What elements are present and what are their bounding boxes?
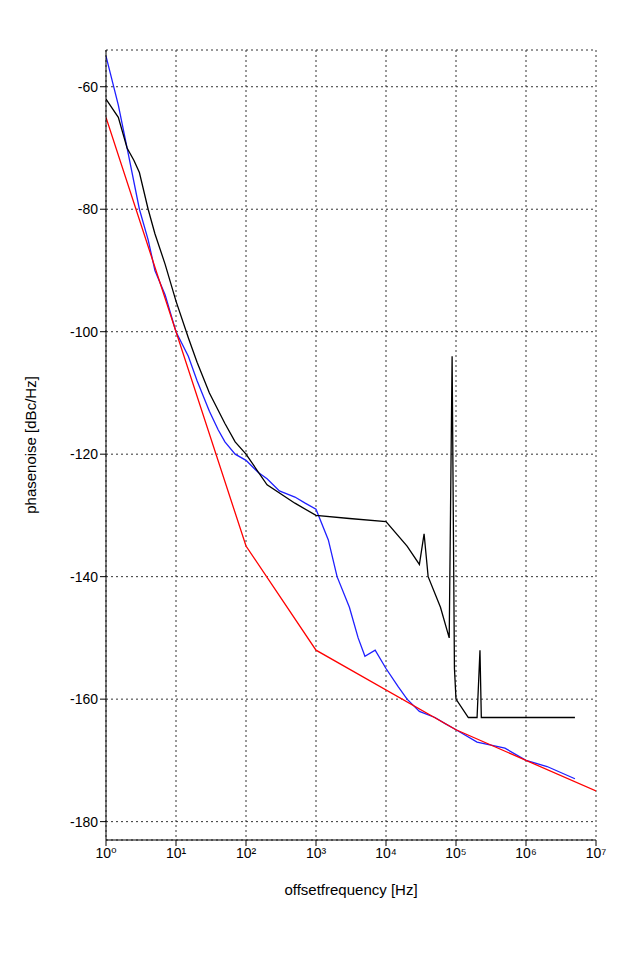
- svg-text:10³: 10³: [306, 845, 327, 861]
- svg-text:phasenoise [dBc/Hz]: phasenoise [dBc/Hz]: [22, 376, 39, 514]
- svg-text:offsetfrequency [Hz]: offsetfrequency [Hz]: [284, 881, 417, 898]
- svg-text:-180: -180: [70, 814, 98, 830]
- svg-text:-100: -100: [70, 324, 98, 340]
- svg-text:10⁵: 10⁵: [445, 845, 466, 861]
- svg-text:-60: -60: [78, 79, 98, 95]
- svg-text:-80: -80: [78, 201, 98, 217]
- svg-text:-140: -140: [70, 569, 98, 585]
- svg-text:10⁴: 10⁴: [375, 845, 397, 861]
- svg-text:10⁰: 10⁰: [95, 845, 117, 861]
- svg-text:-120: -120: [70, 446, 98, 462]
- svg-text:10⁷: 10⁷: [586, 845, 607, 861]
- svg-text:10⁶: 10⁶: [515, 845, 536, 861]
- svg-text:-160: -160: [70, 691, 98, 707]
- svg-text:10¹: 10¹: [166, 845, 187, 861]
- svg-text:10²: 10²: [236, 845, 257, 861]
